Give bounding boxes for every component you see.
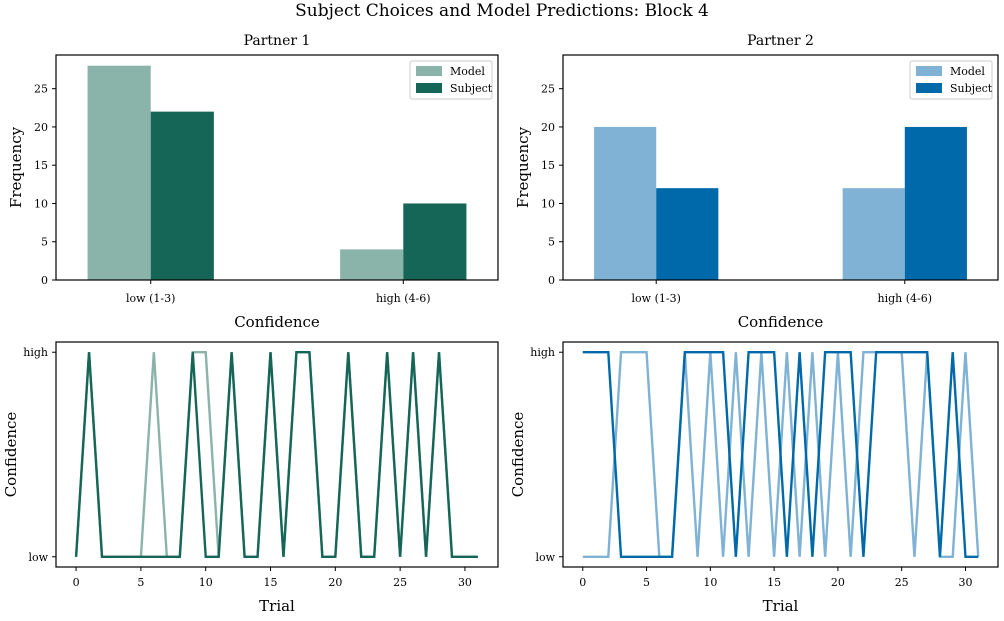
p3-axes-frame bbox=[55, 341, 499, 568]
p1-ytick-label: 0 bbox=[41, 274, 48, 287]
p1-ytick-label: 15 bbox=[34, 159, 48, 172]
p2-ytick-label: 10 bbox=[541, 197, 555, 210]
p3-line-subject bbox=[74, 351, 478, 558]
p4-xtick-label: 0 bbox=[579, 576, 586, 589]
p2-bar-model-1 bbox=[842, 188, 905, 280]
p4-xtick-label: 25 bbox=[895, 576, 909, 589]
p1-legend-swatch-subject bbox=[416, 83, 442, 93]
p1-bar-model-1 bbox=[340, 249, 404, 280]
p4-xtick-label: 10 bbox=[703, 576, 717, 589]
p1-legend-swatch-model bbox=[416, 66, 442, 76]
p4-xtick-label: 30 bbox=[958, 576, 972, 589]
p2-legend-swatch-model bbox=[916, 66, 942, 76]
p4-axes-frame bbox=[562, 341, 999, 568]
p3-ytick-label: low bbox=[28, 551, 48, 564]
p3-xtick-label: 15 bbox=[264, 576, 278, 589]
p3-xtick-label: 10 bbox=[199, 576, 213, 589]
p3-xtick-label: 0 bbox=[73, 576, 80, 589]
p4-xtick-label: 5 bbox=[643, 576, 650, 589]
p2-legend-label-model: Model bbox=[950, 65, 985, 78]
p3-xtick-label: 25 bbox=[393, 576, 407, 589]
p1-legend-label-model: Model bbox=[450, 65, 485, 78]
p4-xtick-label: 15 bbox=[767, 576, 781, 589]
p1-ylabel: Frequency bbox=[7, 126, 25, 208]
p1-ytick-label: 20 bbox=[34, 121, 48, 134]
p2-legend-label-subject: Subject bbox=[950, 82, 993, 95]
p1-xlabel: Confidence bbox=[234, 313, 320, 331]
p2-ytick-label: 25 bbox=[541, 83, 555, 96]
p2-xtick-label: low (1-3) bbox=[632, 292, 681, 305]
p2-xtick-label: high (4-6) bbox=[878, 292, 933, 305]
p2-title: Partner 2 bbox=[747, 33, 814, 49]
p3-ytick-label: high bbox=[23, 346, 48, 359]
p2-ylabel: Frequency bbox=[514, 126, 532, 208]
p4-ylabel: Confidence bbox=[509, 412, 527, 498]
p2-ytick-label: 20 bbox=[541, 121, 555, 134]
p1-bar-subject-0 bbox=[150, 111, 214, 280]
p1-bar-subject-1 bbox=[403, 203, 467, 280]
p1-axes-frame bbox=[55, 54, 499, 281]
p1-xtick-label: low (1-3) bbox=[126, 292, 175, 305]
p1-ytick-label: 10 bbox=[34, 197, 48, 210]
p3-xlabel: Trial bbox=[259, 597, 295, 615]
p2-ytick-label: 5 bbox=[548, 236, 555, 249]
p3-xtick-label: 30 bbox=[458, 576, 472, 589]
p3-ylabel: Confidence bbox=[2, 412, 20, 498]
p1-xtick-label: high (4-6) bbox=[376, 292, 431, 305]
p2-ytick-label: 15 bbox=[541, 159, 555, 172]
p2-axes-frame bbox=[562, 54, 999, 281]
p2-bar-subject-1 bbox=[904, 126, 967, 280]
p2-ytick-label: 0 bbox=[548, 274, 555, 287]
p2-bar-model-0 bbox=[594, 126, 657, 280]
p2-xlabel: Confidence bbox=[738, 313, 824, 331]
p4-xtick-label: 20 bbox=[831, 576, 845, 589]
p4-ytick-label: low bbox=[535, 551, 555, 564]
p2-legend-swatch-subject bbox=[916, 83, 942, 93]
p1-bar-model-0 bbox=[87, 65, 151, 280]
p3-xtick-label: 20 bbox=[328, 576, 342, 589]
p1-title: Partner 1 bbox=[244, 33, 311, 49]
p1-legend-label-subject: Subject bbox=[450, 82, 493, 95]
p1-ytick-label: 25 bbox=[34, 83, 48, 96]
p1-ytick-label: 5 bbox=[41, 236, 48, 249]
p4-ytick-label: high bbox=[530, 346, 555, 359]
figure-title: Subject Choices and Model Predictions: B… bbox=[295, 1, 709, 21]
p4-line-subject bbox=[582, 351, 979, 558]
p3-xtick-label: 5 bbox=[137, 576, 144, 589]
p2-bar-subject-0 bbox=[656, 188, 719, 280]
p4-xlabel: Trial bbox=[763, 597, 799, 615]
